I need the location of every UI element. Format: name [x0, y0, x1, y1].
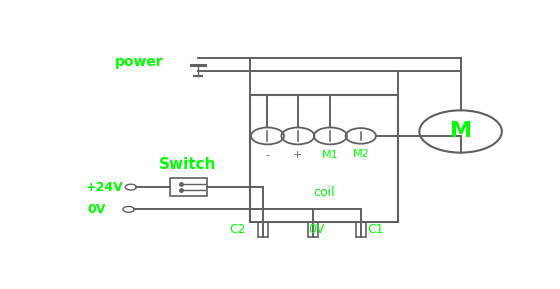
- Bar: [250, 95, 398, 222]
- Bar: [356, 222, 366, 237]
- Text: C2: C2: [229, 223, 246, 236]
- Text: M: M: [450, 121, 472, 142]
- Text: C1: C1: [367, 223, 384, 236]
- Text: M2: M2: [352, 149, 369, 159]
- Text: Switch: Switch: [159, 157, 217, 172]
- Bar: [170, 178, 207, 196]
- Text: 0V: 0V: [308, 223, 324, 236]
- Text: M1: M1: [322, 150, 339, 160]
- Text: +: +: [293, 150, 302, 160]
- Bar: [258, 222, 268, 237]
- Text: 0V: 0V: [87, 203, 106, 216]
- Text: coil: coil: [313, 186, 335, 199]
- Text: +24V: +24V: [85, 181, 123, 194]
- Bar: [308, 222, 318, 237]
- Text: -: -: [265, 150, 269, 160]
- Text: power: power: [115, 55, 164, 69]
